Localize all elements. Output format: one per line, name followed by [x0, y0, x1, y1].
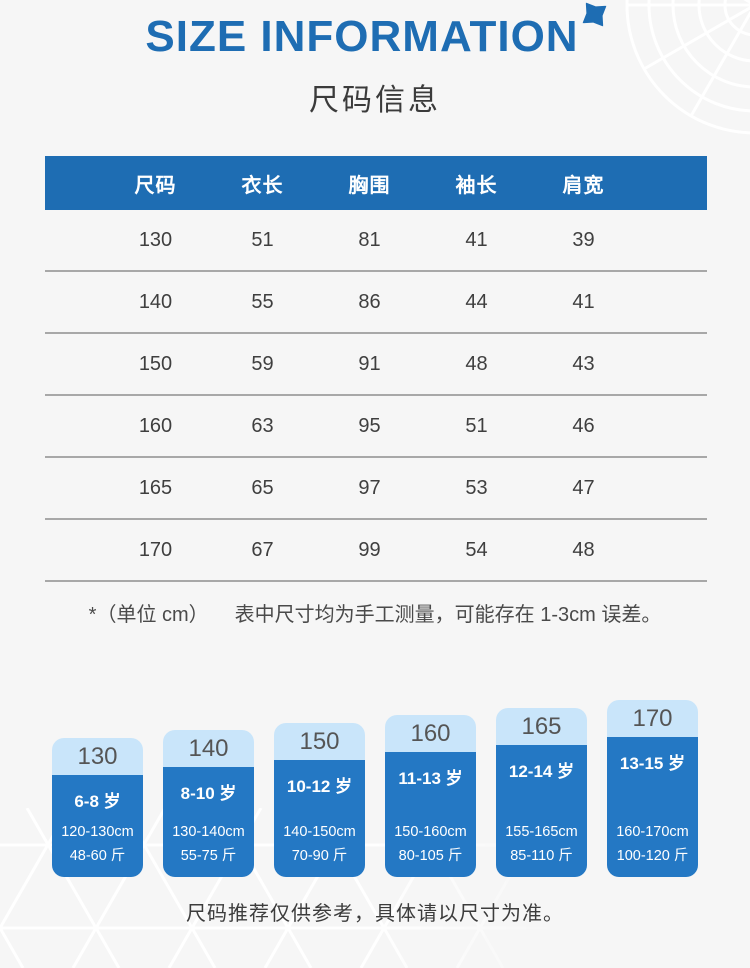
table-row: 165 65 97 53 47 — [45, 458, 707, 520]
bar-body: 8-10 岁 130-140cm 55-75 斤 — [163, 767, 254, 877]
bar-height-range: 155-165cm — [505, 824, 578, 840]
table-cell: 81 — [358, 228, 381, 251]
bar-age-label: 13-15 岁 — [619, 754, 686, 773]
table-cell: 170 — [138, 538, 173, 561]
table-row: 140 55 86 44 41 — [45, 272, 707, 334]
globe-icon — [625, 0, 750, 135]
table-cell: 48 — [465, 352, 488, 375]
table-cell: 130 — [138, 228, 173, 251]
bar-weight-range: 55-75 斤 — [180, 848, 237, 864]
table-cell: 65 — [251, 476, 274, 499]
table-cell: 46 — [572, 414, 595, 437]
bar-height-range: 120-130cm — [61, 824, 134, 840]
table-cell: 99 — [358, 538, 381, 561]
bar-size-label: 140 — [163, 730, 254, 767]
table-cell: 39 — [572, 228, 595, 251]
bar-age-label: 8-10 岁 — [180, 784, 237, 803]
table-cell: 41 — [465, 228, 488, 251]
table-body: 130 51 81 41 39 140 55 86 44 41 150 59 9… — [45, 210, 707, 582]
bar-body: 11-13 岁 150-160cm 80-105 斤 — [385, 752, 476, 877]
footer-note: 尺码推荐仅供参考，具体请以尺寸为准。 — [186, 903, 564, 925]
size-bar: 150 10-12 岁 140-150cm 70-90 斤 — [274, 723, 365, 877]
table-cell: 48 — [572, 538, 595, 561]
unit-label: *（单位 cm） — [88, 604, 209, 626]
table-cell: 54 — [465, 538, 488, 561]
table-cell: 67 — [251, 538, 274, 561]
page-title-en-text: SIZE INFORMATION — [145, 12, 579, 61]
unit-note: *（单位 cm） 表中尺寸均为手工测量，可能存在 1-3cm 误差。 — [0, 598, 750, 627]
bar-size-label: 170 — [607, 700, 698, 737]
page-title-zh: 尺码信息 — [309, 84, 441, 117]
bar-age-label: 6-8 岁 — [74, 792, 121, 811]
bar-size-label: 130 — [52, 738, 143, 775]
bar-height-range: 140-150cm — [283, 824, 356, 840]
table-row: 170 67 99 54 48 — [45, 520, 707, 582]
size-bar: 170 13-15 岁 160-170cm 100-120 斤 — [607, 700, 698, 877]
size-bar: 140 8-10 岁 130-140cm 55-75 斤 — [163, 730, 254, 877]
table-header-row: 尺码 衣长 胸围 袖长 肩宽 — [45, 156, 707, 210]
table-cell: 44 — [465, 290, 488, 313]
header-cell: 肩宽 — [562, 174, 605, 197]
bar-weight-range: 70-90 斤 — [291, 848, 348, 864]
header-cell: 衣长 — [241, 174, 284, 197]
table-cell: 51 — [251, 228, 274, 251]
header-cell: 尺码 — [134, 174, 177, 197]
bar-body: 12-14 岁 155-165cm 85-110 斤 — [496, 745, 587, 877]
bar-height-range: 130-140cm — [172, 824, 245, 840]
bar-body: 10-12 岁 140-150cm 70-90 斤 — [274, 760, 365, 877]
table-cell: 41 — [572, 290, 595, 313]
table-row: 160 63 95 51 46 — [45, 396, 707, 458]
size-bar: 130 6-8 岁 120-130cm 48-60 斤 — [52, 738, 143, 877]
table-cell: 63 — [251, 414, 274, 437]
bar-weight-range: 48-60 斤 — [69, 848, 126, 864]
table-cell: 51 — [465, 414, 488, 437]
table-cell: 91 — [358, 352, 381, 375]
table-cell: 165 — [138, 476, 173, 499]
bar-age-label: 12-14 岁 — [508, 762, 575, 781]
page-title-en: SIZE INFORMATION — [0, 14, 750, 60]
header-cell: 胸围 — [348, 174, 391, 197]
table-cell: 150 — [138, 352, 173, 375]
table-cell: 53 — [465, 476, 488, 499]
table-cell: 97 — [358, 476, 381, 499]
size-table: 尺码 衣长 胸围 袖长 肩宽 130 51 81 41 39 140 55 86… — [45, 156, 707, 582]
bar-size-label: 150 — [274, 723, 365, 760]
bar-age-label: 11-13 岁 — [398, 769, 463, 788]
bar-body: 13-15 岁 160-170cm 100-120 斤 — [607, 737, 698, 877]
bar-size-label: 160 — [385, 715, 476, 752]
bar-weight-range: 80-105 斤 — [398, 848, 463, 864]
table-cell: 140 — [138, 290, 173, 313]
size-bar: 165 12-14 岁 155-165cm 85-110 斤 — [496, 708, 587, 877]
table-cell: 160 — [138, 414, 173, 437]
table-cell: 95 — [358, 414, 381, 437]
table-cell: 59 — [251, 352, 274, 375]
bar-weight-range: 85-110 斤 — [510, 848, 573, 864]
table-cell: 86 — [358, 290, 381, 313]
sparkle-icon — [582, 2, 606, 26]
table-cell: 47 — [572, 476, 595, 499]
table-row: 150 59 91 48 43 — [45, 334, 707, 396]
header-cell: 袖长 — [455, 174, 498, 197]
bar-weight-range: 100-120 斤 — [616, 848, 689, 864]
measurement-note: 表中尺寸均为手工测量，可能存在 1-3cm 误差。 — [234, 604, 662, 626]
bar-height-range: 150-160cm — [394, 824, 467, 840]
size-bar: 160 11-13 岁 150-160cm 80-105 斤 — [385, 715, 476, 877]
bar-size-label: 165 — [496, 708, 587, 745]
bar-height-range: 160-170cm — [616, 824, 689, 840]
table-cell: 55 — [251, 290, 274, 313]
table-row: 130 51 81 41 39 — [45, 210, 707, 272]
table-cell: 43 — [572, 352, 595, 375]
bar-body: 6-8 岁 120-130cm 48-60 斤 — [52, 775, 143, 877]
size-recommendation-chart: 130 6-8 岁 120-130cm 48-60 斤 140 8-10 岁 1… — [0, 686, 750, 877]
bar-age-label: 10-12 岁 — [286, 777, 353, 796]
